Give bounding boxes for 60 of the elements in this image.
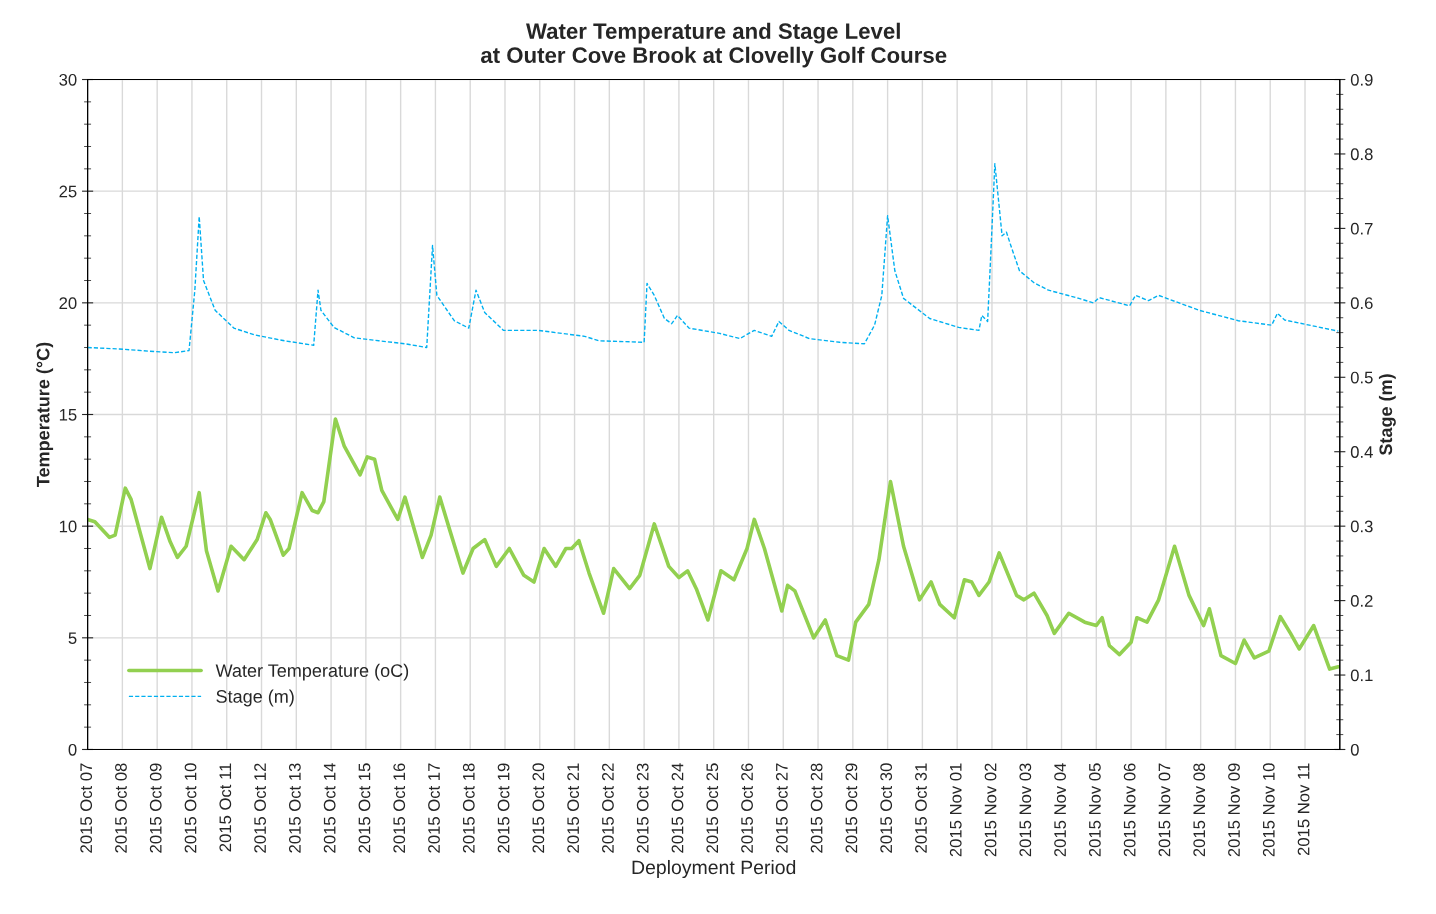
y-tick-label: 15 <box>59 409 77 421</box>
y-tick-label: 25 <box>59 185 77 198</box>
y-tick-label: 20 <box>59 297 77 310</box>
x-tick-label: 2015 Nov 05 <box>1088 763 1101 857</box>
x-tick-label: 2015 Oct 10 <box>184 763 197 853</box>
x-tick-label: 2015 Oct 26 <box>741 763 753 853</box>
x-tick-label: 2015 Oct 23 <box>636 763 649 853</box>
x-tick-label: 2015 Nov 10 <box>1262 763 1275 857</box>
y2-tick-label: 0.2 <box>1350 595 1373 607</box>
y2-tick-label: 0.7 <box>1350 222 1373 235</box>
legend-label: Stage (m) <box>216 689 294 707</box>
x-tick-label: 2015 Nov 02 <box>984 763 997 857</box>
y2-tick-label: 0.1 <box>1350 669 1373 682</box>
x-tick-label: 2015 Oct 31 <box>915 763 927 853</box>
x-tick-label: 2015 Oct 16 <box>393 763 406 853</box>
x-tick-label: 2015 Oct 13 <box>288 763 301 853</box>
x-tick-label: 2015 Nov 06 <box>1123 763 1136 857</box>
x-tick-label: 2015 Oct 17 <box>428 763 440 853</box>
chart-title: Water Temperature and Stage Level at Outer Cove Brook at Clovelly Golf Course <box>480 22 947 68</box>
x-tick-label: 2015 Oct 11 <box>219 763 232 852</box>
y-axis-title: Temperature (°C) <box>36 342 54 487</box>
x-tick-label: 2015 Oct 12 <box>254 763 266 853</box>
x-tick-label: 2015 Oct 25 <box>706 763 719 853</box>
x-tick-label: 2015 Nov 03 <box>1019 763 1032 857</box>
y2-tick-label: 0.5 <box>1350 371 1373 384</box>
x-tick-label: 2015 Nov 04 <box>1054 763 1066 857</box>
x-tick-label: 2015 Oct 22 <box>602 763 614 853</box>
y2-axis-title: Stage (m) <box>1378 374 1396 456</box>
y-tick-label: 30 <box>59 73 77 86</box>
x-tick-label: 2015 Nov 11 <box>1297 763 1310 856</box>
x-tick-label: 2015 Oct 07 <box>80 763 93 853</box>
x-tick-label: 2015 Oct 30 <box>880 763 893 853</box>
x-tick-label: 2015 Oct 18 <box>462 763 475 853</box>
y-tick-label: 0 <box>68 743 77 756</box>
x-tick-label: 2015 Oct 09 <box>149 763 162 853</box>
x-tick-label: 2015 Nov 09 <box>1228 763 1240 857</box>
x-tick-label: 2015 Oct 27 <box>775 763 788 853</box>
x-tick-label: 2015 Oct 28 <box>810 763 823 853</box>
y-tick-label: 10 <box>59 520 77 533</box>
y2-tick-label: 0.9 <box>1350 73 1373 86</box>
y2-tick-label: 0.4 <box>1350 446 1373 458</box>
x-tick-label: 2015 Nov 01 <box>949 763 962 857</box>
legend-label: Water Temperature (oC) <box>215 663 409 681</box>
y-tick-label: 5 <box>68 632 77 645</box>
x-tick-label: 2015 Oct 21 <box>567 763 580 853</box>
x-tick-label: 2015 Oct 20 <box>532 763 545 853</box>
x-tick-label: 2015 Nov 08 <box>1193 763 1206 857</box>
x-tick-label: 2015 Oct 14 <box>323 763 336 853</box>
y2-tick-label: 0.6 <box>1350 297 1373 310</box>
x-tick-label: 2015 Oct 19 <box>497 763 510 853</box>
x-tick-label: 2015 Nov 07 <box>1158 763 1171 857</box>
x-axis-title: Deployment Period <box>632 859 796 879</box>
x-tick-label: 2015 Oct 08 <box>115 763 127 853</box>
x-tick-label: 2015 Oct 29 <box>845 763 858 853</box>
y2-tick-label: 0.8 <box>1350 148 1373 161</box>
x-tick-label: 2015 Oct 24 <box>671 763 684 853</box>
line-series <box>87 162 1340 354</box>
y2-tick-label: 0.3 <box>1350 520 1373 533</box>
y2-tick-label: 0 <box>1350 743 1359 756</box>
x-tick-label: 2015 Oct 15 <box>358 763 371 853</box>
